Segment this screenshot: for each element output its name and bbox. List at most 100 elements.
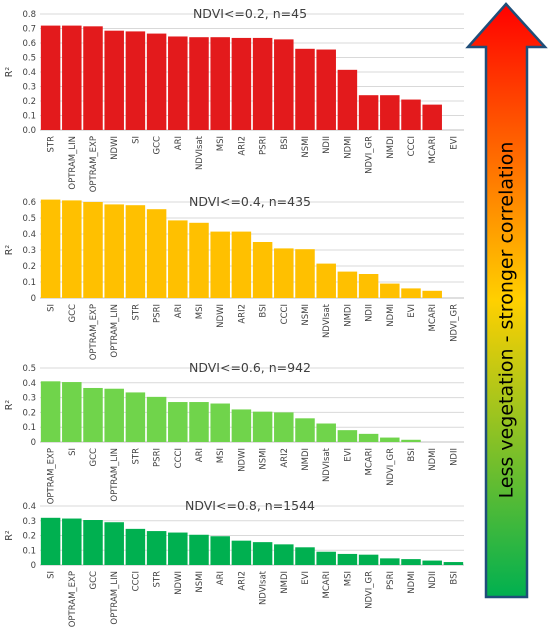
chart-title: NDVI<=0.8, n=1544 <box>185 498 315 513</box>
bar <box>422 560 442 565</box>
y-tick-label: 0.1 <box>22 546 36 556</box>
x-tick-label: NDVI_GR <box>449 304 459 342</box>
y-tick-label: 0.1 <box>22 278 36 288</box>
bar <box>146 531 167 565</box>
bar <box>189 402 209 442</box>
x-tick-label: EVI <box>407 304 417 318</box>
x-tick-label: NSMI <box>301 136 311 158</box>
x-tick-label: SI <box>131 136 141 144</box>
bar <box>210 231 230 298</box>
x-tick-label: NDVIsat <box>322 303 332 338</box>
bar <box>125 31 146 130</box>
x-tick-label: MCARI <box>428 136 438 164</box>
y-tick-label: 0.2 <box>22 97 36 107</box>
x-tick-label: MSI <box>343 571 353 586</box>
y-tick-label: 0 <box>31 294 36 304</box>
y-tick-label: 0.5 <box>22 54 36 64</box>
bar <box>62 382 82 442</box>
bar <box>401 559 421 565</box>
bar <box>316 551 336 565</box>
x-tick-label: ARI2 <box>237 571 247 591</box>
bar <box>274 544 294 565</box>
chart-panel: 0 0.1 0.2 0.3 0.4 SI OPTRAM_EXP GCC OPTRAM_LIN CC… <box>4 498 464 627</box>
x-tick-label: BSI <box>259 304 269 318</box>
bar <box>380 558 400 565</box>
bar <box>422 104 442 130</box>
x-tick-label: MSI <box>216 136 226 151</box>
x-tick-label: NSMI <box>259 448 269 470</box>
x-tick-label: SI <box>68 448 78 456</box>
x-tick-label: CCCI <box>174 448 184 468</box>
bar <box>104 30 124 130</box>
bar <box>62 25 82 131</box>
bar <box>358 433 379 442</box>
chart-panels: 0.0 0.1 0.2 0.3 0.4 0.5 0.6 0.7 0.8 STR OPTRAM_LIN… <box>4 6 464 627</box>
x-tick-label: MCARI <box>428 304 438 332</box>
x-tick-label: OPTRAM_LIN <box>110 448 120 502</box>
bar <box>443 562 464 565</box>
bar <box>252 242 273 298</box>
y-tick-label: 0.3 <box>22 83 36 93</box>
y-tick-label: 0.8 <box>22 10 36 20</box>
bar <box>295 547 315 565</box>
x-tick-label: MCARI <box>365 448 375 476</box>
bar <box>104 204 124 298</box>
chart-title: NDVI<=0.4, n=435 <box>189 194 311 209</box>
chart-title: NDVI<=0.2, n=45 <box>193 6 307 21</box>
x-tick-label: NDWI <box>174 571 184 595</box>
x-tick-label: PSRI <box>386 571 396 590</box>
y-tick-label: 0.1 <box>22 423 36 433</box>
bar <box>252 542 273 565</box>
bar <box>210 536 230 565</box>
x-tick-label: NDII <box>365 304 375 322</box>
x-tick-label: NDVIsat <box>195 135 205 170</box>
bar <box>422 290 442 298</box>
x-tick-label: NMDI <box>386 136 396 159</box>
x-tick-label: NDVIsat <box>322 447 332 482</box>
bar <box>316 49 336 130</box>
bar <box>40 381 61 442</box>
bar <box>168 220 188 298</box>
bar <box>337 430 358 442</box>
gradient-arrow <box>465 2 548 599</box>
x-tick-label: NDVI_GR <box>386 448 396 486</box>
y-tick-label: 0.5 <box>22 364 36 374</box>
x-tick-label: GCC <box>89 448 99 467</box>
x-tick-label: NDMI <box>407 571 417 594</box>
bar <box>62 518 82 565</box>
y-tick-label: 0.2 <box>22 532 36 542</box>
x-tick-label: BSI <box>280 136 290 150</box>
y-tick-label: 0.6 <box>22 39 36 49</box>
chart-panel: 0 0.1 0.2 0.3 0.4 0.5 OPTRAM_EXP SI GCC OPTRAM_LI… <box>4 360 464 504</box>
x-tick-label: STR <box>131 304 141 321</box>
y-tick-label: 0.2 <box>22 408 36 418</box>
y-axis-label: R² <box>4 400 15 411</box>
bar <box>83 387 103 442</box>
bar <box>358 554 379 565</box>
bar <box>125 205 146 298</box>
y-tick-label: 0.2 <box>22 262 36 272</box>
x-tick-label: MSI <box>195 304 205 319</box>
bar <box>62 200 82 298</box>
x-tick-label: CCCI <box>131 571 141 591</box>
x-tick-label: NDWI <box>237 448 247 472</box>
bar <box>83 520 103 565</box>
bar <box>168 36 188 130</box>
x-tick-label: OPTRAM_EXP <box>47 448 57 504</box>
y-tick-label: 0.3 <box>22 517 36 527</box>
bar <box>125 392 146 442</box>
bar <box>337 553 358 565</box>
x-tick-label: STR <box>153 571 163 588</box>
x-tick-label: NDVIsat <box>259 570 269 605</box>
bar <box>83 202 103 298</box>
x-tick-label: NDMI <box>343 136 353 159</box>
x-tick-label: ARI <box>216 571 226 585</box>
y-tick-label: 0.0 <box>22 126 36 136</box>
bar <box>337 69 358 130</box>
x-tick-label: OPTRAM_EXP <box>89 304 99 360</box>
x-tick-label: BSI <box>449 571 459 585</box>
x-tick-label: PSRI <box>153 448 163 467</box>
x-tick-label: NMDI <box>343 304 353 327</box>
x-tick-label: STR <box>131 448 141 465</box>
bar <box>274 248 294 298</box>
